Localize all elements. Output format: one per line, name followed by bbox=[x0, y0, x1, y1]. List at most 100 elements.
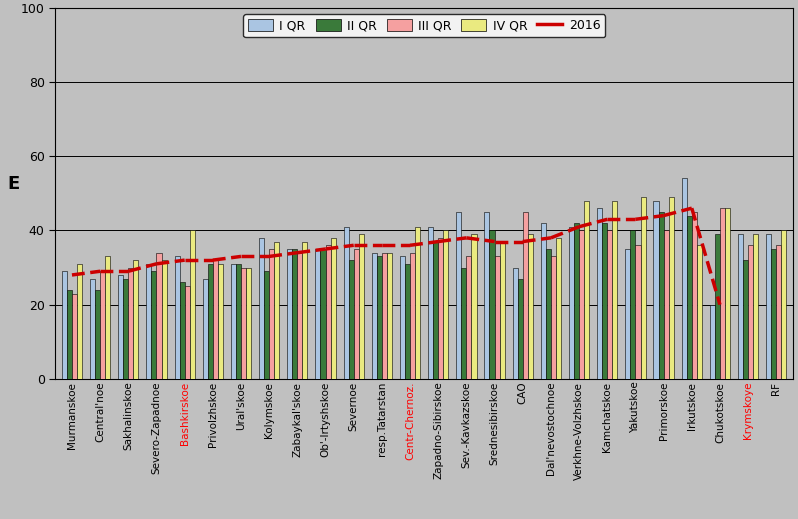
Bar bbox=[161, 260, 167, 379]
Bar bbox=[664, 230, 669, 379]
Bar bbox=[218, 264, 223, 379]
Bar bbox=[231, 264, 236, 379]
Bar bbox=[551, 256, 556, 379]
Bar bbox=[461, 268, 466, 379]
Bar bbox=[292, 249, 298, 379]
Bar bbox=[749, 245, 753, 379]
Bar bbox=[259, 238, 264, 379]
Bar bbox=[641, 197, 646, 379]
Bar bbox=[658, 212, 664, 379]
Bar bbox=[359, 234, 364, 379]
Bar bbox=[152, 271, 156, 379]
Bar bbox=[203, 279, 207, 379]
Bar bbox=[438, 238, 444, 379]
Bar bbox=[180, 282, 184, 379]
Legend: I QR, II QR, III QR, IV QR, 2016: I QR, II QR, III QR, IV QR, 2016 bbox=[243, 14, 605, 37]
Bar bbox=[669, 197, 674, 379]
Bar bbox=[518, 279, 523, 379]
Bar bbox=[753, 234, 758, 379]
Bar bbox=[123, 279, 128, 379]
Bar bbox=[344, 227, 349, 379]
Bar bbox=[100, 271, 105, 379]
Bar bbox=[512, 268, 518, 379]
Bar bbox=[146, 264, 152, 379]
Bar bbox=[433, 241, 438, 379]
Bar bbox=[630, 230, 635, 379]
Bar bbox=[77, 264, 82, 379]
Bar bbox=[133, 260, 139, 379]
Bar bbox=[597, 208, 602, 379]
Bar bbox=[326, 245, 330, 379]
Bar bbox=[382, 253, 387, 379]
Bar bbox=[626, 249, 630, 379]
Bar bbox=[264, 271, 269, 379]
Bar bbox=[602, 223, 607, 379]
Bar bbox=[405, 264, 410, 379]
Bar bbox=[269, 249, 275, 379]
Bar bbox=[584, 201, 589, 379]
Bar bbox=[472, 234, 476, 379]
Bar bbox=[612, 201, 618, 379]
Bar bbox=[654, 201, 658, 379]
Bar bbox=[687, 215, 692, 379]
Bar bbox=[184, 286, 190, 379]
Bar bbox=[715, 234, 720, 379]
Bar bbox=[246, 268, 251, 379]
Bar bbox=[781, 230, 787, 379]
Bar bbox=[415, 227, 421, 379]
Bar bbox=[275, 241, 279, 379]
Bar bbox=[372, 253, 377, 379]
Bar bbox=[236, 264, 241, 379]
Bar bbox=[546, 249, 551, 379]
Bar bbox=[574, 223, 579, 379]
Bar bbox=[67, 290, 72, 379]
Bar bbox=[321, 249, 326, 379]
Bar bbox=[725, 208, 730, 379]
Bar bbox=[720, 208, 725, 379]
Bar bbox=[697, 245, 702, 379]
Bar bbox=[298, 253, 302, 379]
Bar bbox=[466, 256, 472, 379]
Bar bbox=[90, 279, 95, 379]
Bar bbox=[743, 260, 749, 379]
Bar bbox=[377, 256, 382, 379]
Bar bbox=[302, 241, 307, 379]
Y-axis label: E: E bbox=[8, 175, 20, 193]
Bar bbox=[776, 245, 781, 379]
Bar bbox=[456, 212, 461, 379]
Bar bbox=[287, 249, 292, 379]
Bar bbox=[410, 253, 415, 379]
Bar bbox=[128, 268, 133, 379]
Bar bbox=[523, 212, 527, 379]
Bar bbox=[61, 271, 67, 379]
Bar bbox=[569, 227, 574, 379]
Bar bbox=[95, 290, 100, 379]
Bar bbox=[556, 238, 561, 379]
Bar bbox=[213, 260, 218, 379]
Bar bbox=[241, 268, 246, 379]
Bar bbox=[190, 230, 195, 379]
Bar bbox=[354, 249, 359, 379]
Bar bbox=[771, 249, 776, 379]
Bar bbox=[579, 230, 584, 379]
Bar bbox=[541, 223, 546, 379]
Bar bbox=[709, 305, 715, 379]
Bar bbox=[692, 212, 697, 379]
Bar bbox=[484, 212, 489, 379]
Bar bbox=[330, 238, 336, 379]
Bar bbox=[607, 230, 612, 379]
Bar bbox=[118, 275, 123, 379]
Bar bbox=[156, 253, 161, 379]
Bar bbox=[387, 253, 392, 379]
Bar bbox=[738, 234, 743, 379]
Bar bbox=[349, 260, 354, 379]
Bar bbox=[400, 256, 405, 379]
Bar bbox=[428, 227, 433, 379]
Bar bbox=[635, 245, 641, 379]
Bar bbox=[766, 234, 771, 379]
Bar bbox=[527, 234, 533, 379]
Bar bbox=[489, 230, 495, 379]
Bar bbox=[72, 294, 77, 379]
Bar bbox=[681, 179, 687, 379]
Bar bbox=[175, 256, 180, 379]
